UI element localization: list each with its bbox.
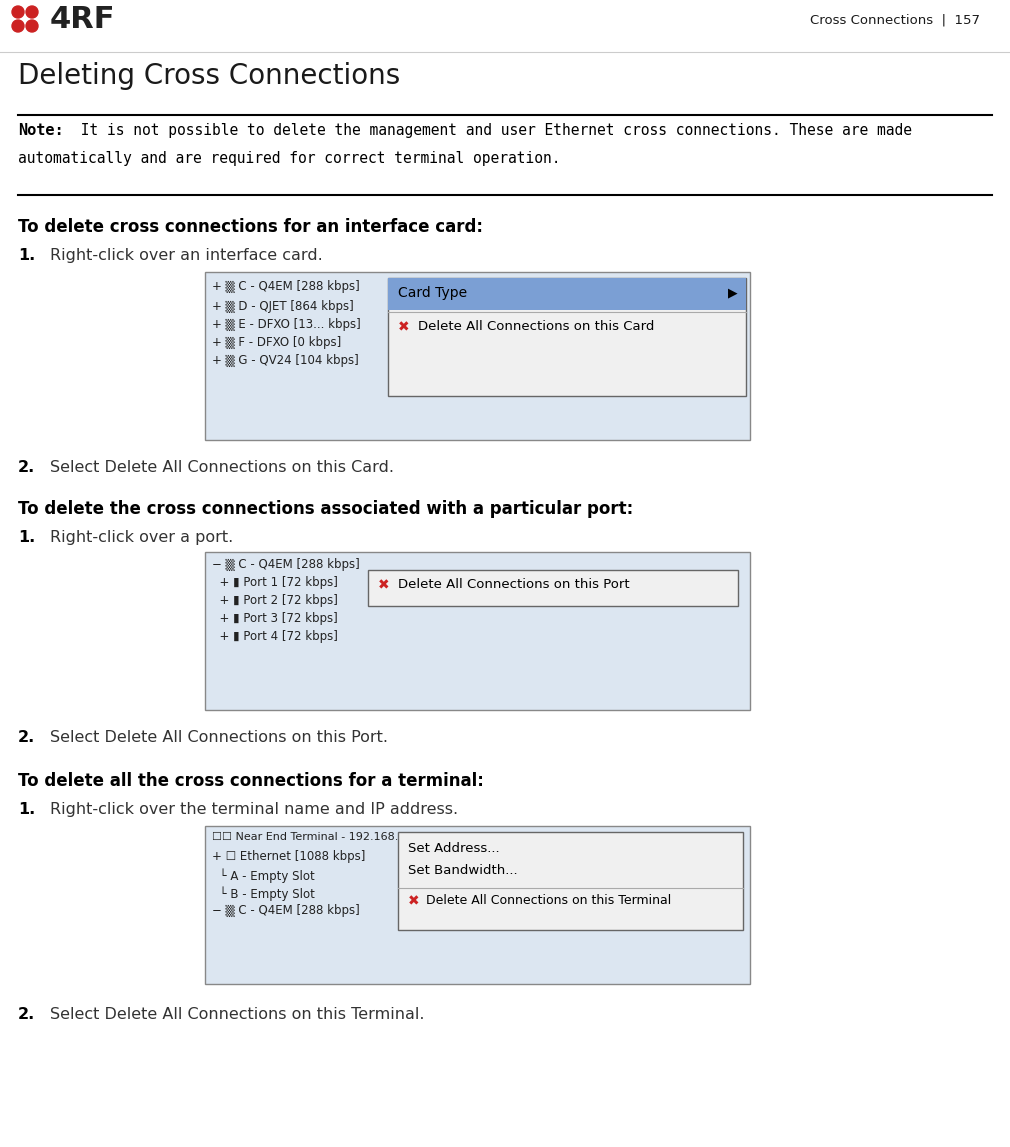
Text: 2.: 2. — [18, 1007, 35, 1022]
FancyBboxPatch shape — [205, 826, 750, 984]
FancyBboxPatch shape — [388, 278, 746, 310]
Text: ✖: ✖ — [408, 894, 419, 908]
Text: └ A - Empty Slot: └ A - Empty Slot — [212, 868, 315, 883]
Text: + ▮ Port 2 [72 kbps]: + ▮ Port 2 [72 kbps] — [212, 594, 338, 607]
Text: Right-click over a port.: Right-click over a port. — [50, 530, 233, 545]
Text: Delete All Connections on this Card: Delete All Connections on this Card — [418, 320, 654, 333]
FancyBboxPatch shape — [368, 570, 738, 606]
Text: Select Delete All Connections on this Terminal.: Select Delete All Connections on this Te… — [50, 1007, 424, 1022]
Text: 4RF: 4RF — [50, 5, 115, 34]
Text: To delete cross connections for an interface card:: To delete cross connections for an inter… — [18, 218, 483, 236]
Text: 1.: 1. — [18, 530, 35, 545]
Text: Right-click over an interface card.: Right-click over an interface card. — [50, 248, 323, 263]
Text: Set Bandwidth...: Set Bandwidth... — [408, 864, 517, 877]
Text: Cross Connections  |  157: Cross Connections | 157 — [810, 14, 980, 28]
Text: + ▮ Port 1 [72 kbps]: + ▮ Port 1 [72 kbps] — [212, 576, 338, 590]
Text: 2.: 2. — [18, 729, 35, 746]
Text: Select Delete All Connections on this Card.: Select Delete All Connections on this Ca… — [50, 460, 394, 475]
Text: − ▒ C - Q4EM [288 kbps]: − ▒ C - Q4EM [288 kbps] — [212, 904, 360, 916]
Circle shape — [12, 19, 24, 32]
Text: Select Delete All Connections on this Port.: Select Delete All Connections on this Po… — [50, 729, 388, 746]
Text: ✖: ✖ — [378, 578, 390, 592]
Text: + ▮ Port 4 [72 kbps]: + ▮ Port 4 [72 kbps] — [212, 630, 338, 643]
Text: + ☐ Ethernet [1088 kbps]: + ☐ Ethernet [1088 kbps] — [212, 850, 366, 863]
FancyBboxPatch shape — [398, 832, 743, 930]
Text: + ▒ F - DFXO [0 kbps]: + ▒ F - DFXO [0 kbps] — [212, 336, 341, 349]
Text: 1.: 1. — [18, 248, 35, 263]
FancyBboxPatch shape — [388, 278, 746, 396]
Text: Set Address...: Set Address... — [408, 842, 500, 855]
Text: └ B - Empty Slot: └ B - Empty Slot — [212, 885, 315, 900]
Text: Card Type: Card Type — [398, 286, 467, 301]
Text: It is not possible to delete the management and user Ethernet cross connections.: It is not possible to delete the managem… — [72, 123, 912, 138]
Text: + ▒ G - QV24 [104 kbps]: + ▒ G - QV24 [104 kbps] — [212, 354, 359, 367]
Text: Delete All Connections on this Port: Delete All Connections on this Port — [398, 578, 629, 591]
Text: Note:: Note: — [18, 123, 64, 138]
FancyBboxPatch shape — [205, 552, 750, 710]
Text: automatically and are required for correct terminal operation.: automatically and are required for corre… — [18, 151, 561, 166]
Text: Delete All Connections on this Terminal: Delete All Connections on this Terminal — [426, 894, 672, 907]
FancyBboxPatch shape — [205, 272, 750, 440]
Text: + ▒ C - Q4EM [288 kbps]: + ▒ C - Q4EM [288 kbps] — [212, 280, 360, 292]
Text: ✖: ✖ — [398, 320, 410, 334]
Text: + ▒ D - QJET [864 kbps]: + ▒ D - QJET [864 kbps] — [212, 301, 354, 313]
Text: 1.: 1. — [18, 802, 35, 817]
Text: − ▒ C - Q4EM [288 kbps]: − ▒ C - Q4EM [288 kbps] — [212, 557, 360, 571]
Circle shape — [26, 19, 38, 32]
Text: Deleting Cross Connections: Deleting Cross Connections — [18, 62, 400, 89]
Text: ☐☐ Near End Terminal - 192.168.0.79 [11244 kbps]: ☐☐ Near End Terminal - 192.168.0.79 [112… — [212, 832, 501, 842]
Text: To delete the cross connections associated with a particular port:: To delete the cross connections associat… — [18, 500, 633, 518]
Text: 2.: 2. — [18, 460, 35, 475]
Circle shape — [26, 6, 38, 18]
Text: ▶: ▶ — [728, 286, 737, 299]
Text: To delete all the cross connections for a terminal:: To delete all the cross connections for … — [18, 772, 484, 790]
Text: + ▒ E - DFXO [13... kbps]: + ▒ E - DFXO [13... kbps] — [212, 318, 361, 331]
Circle shape — [12, 6, 24, 18]
Text: Right-click over the terminal name and IP address.: Right-click over the terminal name and I… — [50, 802, 459, 817]
Text: + ▮ Port 3 [72 kbps]: + ▮ Port 3 [72 kbps] — [212, 612, 337, 625]
